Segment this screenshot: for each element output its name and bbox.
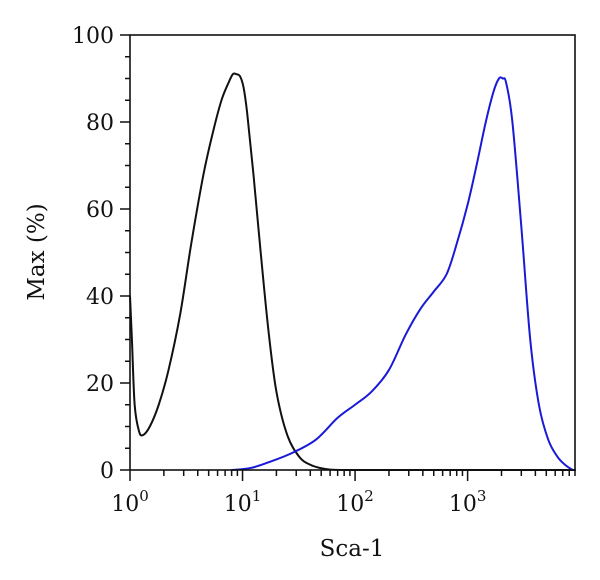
x-tick-label: 101: [224, 487, 262, 517]
y-tick-label: 80: [86, 111, 114, 136]
y-tick-label: 60: [86, 198, 114, 223]
series-line-black: [129, 72, 576, 472]
y-tick-label: 0: [100, 459, 114, 484]
y-tick-label: 20: [86, 372, 114, 397]
tick-labels: 100 101 102 103 0 20 40 60 80 100: [72, 24, 486, 517]
x-tick-label: 103: [449, 487, 487, 517]
series-line-blue: [230, 76, 574, 471]
x-axis-label: Sca-1: [320, 536, 385, 562]
y-axis-label: Max (%): [24, 203, 50, 300]
y-tick-label: 40: [86, 285, 114, 310]
x-tick-label: 100: [111, 487, 149, 517]
axis-ticks: [120, 34, 576, 481]
x-tick-label: 102: [336, 487, 374, 517]
plot-frame: [129, 34, 576, 471]
series-lines: [129, 72, 576, 472]
y-tick-label: 100: [72, 24, 114, 49]
